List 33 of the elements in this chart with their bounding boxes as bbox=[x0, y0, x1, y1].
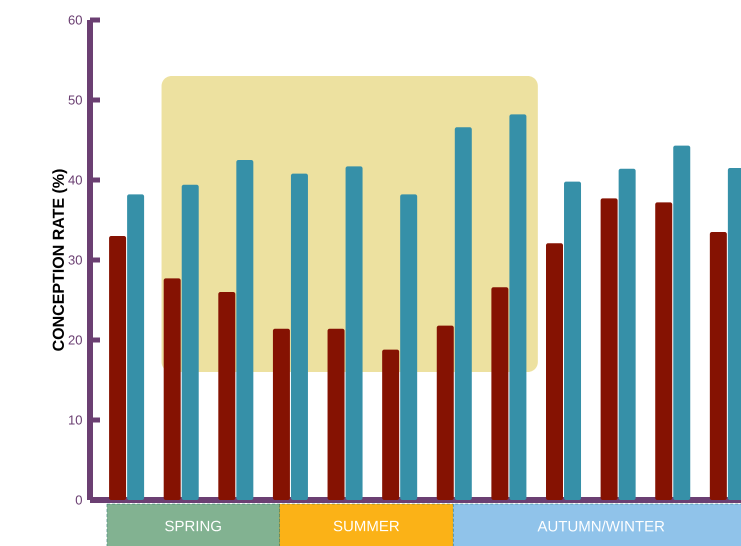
y-tick-label: 30 bbox=[68, 255, 82, 265]
bar bbox=[182, 184, 199, 500]
y-tick-label: 10 bbox=[68, 415, 82, 425]
y-tick-label: 20 bbox=[68, 335, 82, 345]
bar bbox=[164, 278, 181, 500]
bar bbox=[509, 114, 526, 500]
bar bbox=[454, 127, 472, 500]
y-tick-label: 50 bbox=[68, 95, 82, 105]
y-axis-title: CONCEPTION RATE (%) bbox=[52, 169, 68, 351]
y-tick-label: 40 bbox=[68, 175, 82, 185]
bar bbox=[655, 202, 672, 500]
bar bbox=[328, 328, 345, 500]
bar bbox=[272, 328, 290, 500]
bar bbox=[218, 292, 236, 500]
bar bbox=[127, 194, 144, 500]
bar bbox=[400, 194, 418, 500]
bar bbox=[346, 166, 363, 500]
bar bbox=[546, 243, 563, 500]
bar bbox=[436, 326, 454, 500]
bar bbox=[673, 146, 690, 500]
bar bbox=[382, 350, 400, 500]
text: AUTUMN/WINTER bbox=[537, 520, 664, 532]
bar bbox=[564, 182, 582, 500]
bar bbox=[618, 168, 636, 500]
text: SUMMER bbox=[334, 520, 399, 532]
text: SPRING bbox=[165, 520, 221, 532]
y-tick-label: 60 bbox=[68, 15, 82, 25]
bar bbox=[491, 287, 508, 500]
bar bbox=[290, 174, 308, 500]
bar bbox=[236, 160, 254, 500]
bar bbox=[600, 198, 618, 500]
y-tick-label: 0 bbox=[76, 495, 82, 505]
bar bbox=[109, 236, 126, 500]
